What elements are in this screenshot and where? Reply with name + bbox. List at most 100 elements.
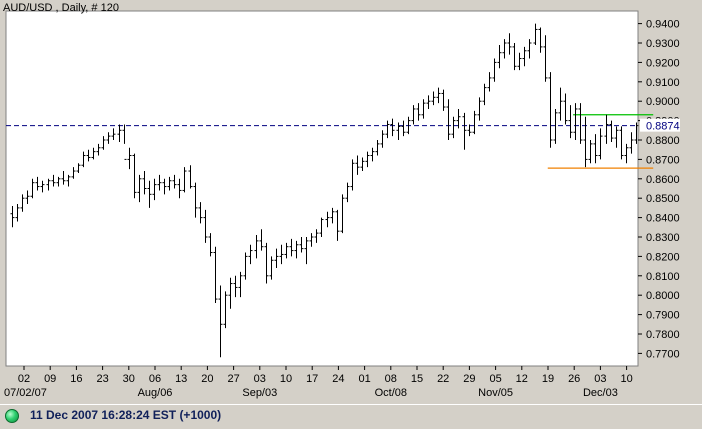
ohlc-bar (543, 35, 548, 82)
y-tick-label: 0.8700 (646, 154, 680, 166)
ohlc-bar (167, 176, 172, 191)
ohlc-bar (593, 134, 598, 164)
ohlc-bar (467, 124, 472, 137)
ohlc-bar (162, 178, 167, 195)
ohlc-bar (203, 209, 208, 243)
ohlc-bar (137, 174, 142, 203)
x-day-label: 12 (516, 373, 528, 385)
x-day-label: 17 (306, 373, 318, 385)
y-tick-label: 0.8200 (646, 251, 680, 263)
ohlc-bar (472, 110, 477, 135)
ohlc-bar (330, 207, 335, 224)
x-day-label: 13 (175, 373, 187, 385)
ohlc-bar (634, 122, 639, 144)
ohlc-bar (619, 126, 624, 160)
last-price-box (640, 118, 680, 132)
y-tick-label: 0.9300 (646, 38, 680, 50)
x-day-label: 09 (44, 373, 56, 385)
y-tick-label: 0.7900 (646, 310, 680, 322)
ohlc-bar (172, 174, 177, 189)
ohlc-bar (274, 248, 279, 269)
chart-area[interactable]: AUD/USD , Daily, # 120 0.9400 0.9300 0.920… (0, 0, 702, 404)
ohlc-bar (522, 46, 527, 67)
ohlc-bar (512, 43, 517, 71)
x-day-label: 10 (280, 373, 292, 385)
ohlc-bar (254, 235, 259, 259)
ohlc-bar (147, 180, 152, 208)
ohlc-bar (20, 194, 25, 212)
ohlc-bar (380, 130, 385, 148)
x-day-label: 23 (96, 373, 108, 385)
ohlc-bar (487, 72, 492, 92)
ohlc-bar (360, 157, 365, 172)
ohlc-bar (411, 105, 416, 125)
ohlc-bar (431, 91, 436, 106)
ohlc-bar (61, 171, 66, 185)
ohlc-bar (451, 116, 456, 139)
ohlc-bar (583, 116, 588, 168)
y-tick-label: 0.9000 (646, 96, 680, 108)
ohlc-bar (76, 163, 81, 173)
ohlc-bar (319, 217, 324, 237)
ohlc-bar (294, 240, 299, 259)
ohlc-bar (248, 244, 253, 265)
ohlc-bar (40, 180, 45, 193)
ohlc-bar (365, 151, 370, 168)
y-tick-label: 0.7800 (646, 329, 680, 341)
ohlc-bar (96, 143, 101, 156)
ohlc-bar (573, 103, 578, 141)
ohlc-bar (588, 140, 593, 164)
x-month-label: Nov/05 (478, 387, 513, 399)
ohlc-bar (51, 174, 56, 187)
ohlc-bar (517, 52, 522, 71)
ohlc-bar (188, 165, 193, 189)
chart-title: AUD/USD , Daily, # 120 (3, 2, 119, 14)
x-day-label: 22 (437, 373, 449, 385)
ohlc-bar (568, 105, 573, 139)
ohlc-bar (527, 39, 532, 59)
ohlc-bar (497, 44, 502, 69)
ohlc-bar (492, 58, 497, 82)
y-tick-label: 0.8600 (646, 174, 680, 186)
price-bars (10, 23, 639, 358)
y-tick-label: 0.8400 (646, 213, 680, 225)
x-day-label: 30 (123, 373, 135, 385)
x-day-label: 03 (594, 373, 606, 385)
ohlc-bar (421, 99, 426, 119)
y-tick-label: 0.8000 (646, 290, 680, 302)
ohlc-bar (462, 112, 467, 150)
ohlc-bar (558, 87, 563, 121)
ohlc-bar (259, 229, 264, 251)
ohlc-bar (198, 202, 203, 224)
x-day-label: 26 (568, 373, 580, 385)
ohlc-bar (441, 89, 446, 111)
ohlc-chart[interactable]: AUD/USD , Daily, # 120 0.9400 0.9300 0.920… (0, 0, 702, 404)
ohlc-bar (553, 108, 558, 144)
reference-lines (6, 114, 654, 169)
ohlc-bar (106, 132, 111, 144)
connection-status-icon (5, 409, 19, 423)
ohlc-bar (563, 93, 568, 125)
x-day-label: 02 (18, 373, 30, 385)
ohlc-bar (289, 238, 294, 257)
ohlc-bar (10, 205, 15, 228)
ohlc-bar (390, 118, 395, 137)
ohlc-bar (264, 242, 269, 284)
ohlc-bar (629, 132, 634, 154)
ohlc-bar (56, 176, 61, 187)
ohlc-bar (406, 116, 411, 135)
ohlc-bar (223, 291, 228, 329)
ohlc-bar (233, 275, 238, 298)
ohlc-bar (122, 124, 127, 160)
ohlc-bar (456, 108, 461, 129)
ohlc-bar (81, 151, 86, 168)
x-day-label: 08 (385, 373, 397, 385)
ohlc-bar (401, 120, 406, 137)
ohlc-bar (482, 83, 487, 106)
ohlc-bar (213, 246, 218, 303)
ohlc-bar (218, 285, 223, 358)
last-price-label: 0.8874 (646, 121, 680, 133)
last-price-marker: 0.8874 (640, 118, 680, 133)
y-tick-label: 0.9200 (646, 57, 680, 69)
ohlc-bar (426, 95, 431, 109)
